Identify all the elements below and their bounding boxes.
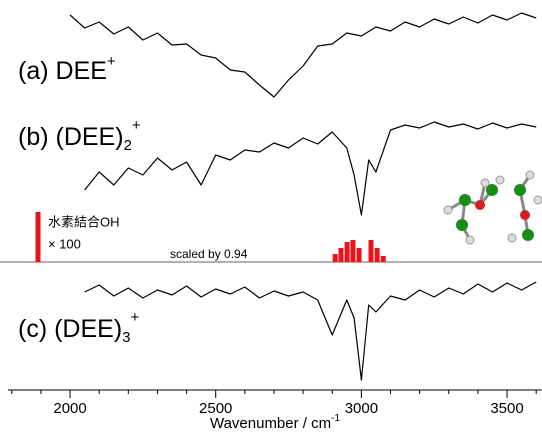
x-tick-label: 2500 — [199, 400, 232, 417]
spectrum-line — [70, 13, 536, 97]
legend-sublabel: × 100 — [48, 236, 81, 251]
series-label: (c) (DEE)3+ — [18, 309, 140, 346]
series-label-sub: 3 — [122, 329, 130, 346]
series-label: (a) DEE+ — [18, 53, 116, 85]
x-axis-title-sup: -1 — [331, 413, 340, 424]
annotation: scaled by 0.94 — [170, 247, 248, 261]
legend-label: 水素結合OH — [48, 214, 120, 229]
series-label-sub: 2 — [124, 137, 132, 154]
stick-bar — [338, 248, 343, 262]
series-label-sup: + — [132, 117, 141, 134]
series-label-sup: + — [131, 309, 140, 326]
series-label: (b) (DEE)2+ — [18, 117, 141, 154]
stick-bar — [368, 240, 373, 262]
stick-bar — [375, 248, 380, 262]
stick-bar — [345, 242, 350, 262]
stick-bar — [357, 248, 362, 262]
stick-bar — [350, 240, 355, 262]
series-label-sup: + — [107, 53, 116, 70]
stick-bar — [381, 256, 386, 262]
spectrum-line — [85, 282, 537, 380]
molecule-illustration — [444, 171, 542, 244]
chart: scaled by 0.94 水素結合OH × 100 Wavenumber /… — [0, 0, 542, 432]
legend-key-bar — [36, 212, 41, 262]
x-tick-label: 3000 — [345, 400, 378, 417]
x-tick-label: 2000 — [53, 400, 86, 417]
x-tick-label: 3500 — [490, 400, 523, 417]
series-label-text: (c) (DEE) — [18, 315, 122, 343]
series-label-text: (b) (DEE) — [18, 123, 124, 151]
x-axis-title-text: Wavenumber / cm — [210, 415, 331, 432]
stick-bar — [333, 254, 338, 262]
series-label-text: (a) DEE — [18, 57, 107, 85]
